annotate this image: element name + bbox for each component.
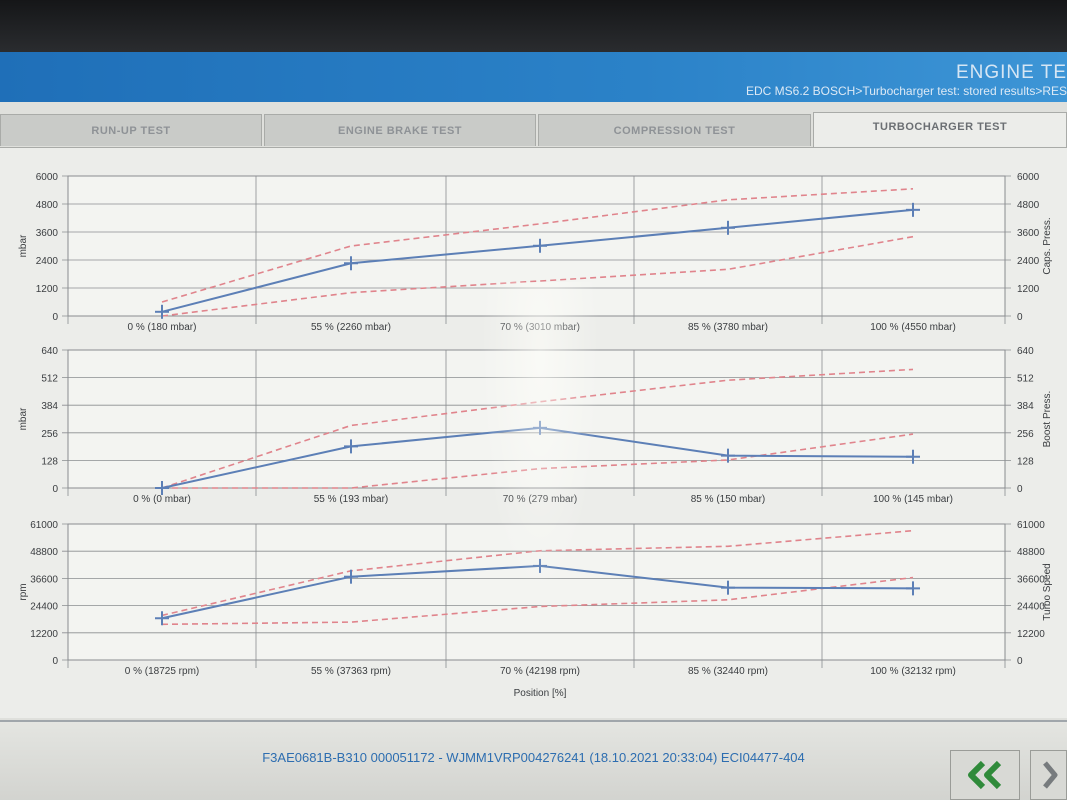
- y-tick-label-right: 6000: [1017, 172, 1040, 183]
- y-tick-label-left: 6000: [36, 172, 59, 183]
- tab-engine-brake-test[interactable]: ENGINE BRAKE TEST: [264, 114, 536, 146]
- x-tick-label: 100 % (4550 mbar): [870, 322, 956, 333]
- y-axis-label-right: Turbo Speed: [1042, 563, 1053, 620]
- y-tick-label-right: 3600: [1017, 228, 1040, 239]
- y-tick-label-left: 61000: [30, 520, 58, 531]
- y-tick-label-right: 61000: [1017, 520, 1045, 531]
- y-tick-label-right: 384: [1017, 401, 1034, 412]
- y-axis-label-right: Caps. Press.: [1042, 217, 1053, 274]
- y-axis-label: mbar: [18, 407, 29, 430]
- x-tick-label: 70 % (42198 rpm): [500, 666, 580, 677]
- y-tick-label-right: 4800: [1017, 200, 1040, 211]
- y-axis-label: mbar: [18, 234, 29, 257]
- tab-compression-test[interactable]: COMPRESSION TEST: [538, 114, 811, 146]
- x-tick-label: 0 % (180 mbar): [128, 322, 197, 333]
- x-tick-label: 85 % (3780 mbar): [688, 322, 768, 333]
- x-tick-label: 70 % (279 mbar): [503, 494, 577, 505]
- y-tick-label-right: 24400: [1017, 602, 1045, 613]
- y-tick-label-left: 1200: [36, 284, 59, 295]
- status-footer: F3AE0681B-B310 000051172 - WJMM1VRP00427…: [0, 720, 1067, 800]
- tab-run-up-test[interactable]: RUN-UP TEST: [0, 114, 262, 146]
- y-tick-label-right: 256: [1017, 429, 1034, 440]
- y-tick-label-left: 256: [41, 429, 58, 440]
- y-tick-label-left: 36600: [30, 574, 58, 585]
- x-tick-label: 55 % (2260 mbar): [311, 322, 391, 333]
- charts-canvas: 0 0 1200 1200 2400 2400 3600 3600 4800 4800 6000 60…: [18, 172, 1053, 699]
- plot-area: [67, 523, 1006, 661]
- y-tick-label-right: 512: [1017, 374, 1034, 385]
- tab-label: COMPRESSION TEST: [613, 124, 736, 137]
- y-tick-label-left: 0: [52, 484, 58, 495]
- upper-limit-line: [161, 188, 914, 303]
- test-tabs: RUN-UP TEST ENGINE BRAKE TEST COMPRESSIO…: [0, 112, 1067, 148]
- x-tick-label: 85 % (150 mbar): [691, 494, 765, 505]
- chevron-right-icon: [1042, 761, 1057, 789]
- tab-label: TURBOCHARGER TEST: [872, 121, 1008, 133]
- y-tick-label-right: 0: [1017, 484, 1023, 495]
- lower-limit-line: [162, 433, 914, 489]
- x-tick-label: 0 % (18725 rpm): [125, 666, 199, 677]
- y-axis-label-right: Boost Press.: [1042, 391, 1053, 448]
- upper-limit-line: [161, 368, 914, 489]
- y-tick-label-right: 48800: [1017, 547, 1045, 558]
- y-tick-label-right: 36600: [1017, 574, 1045, 585]
- breadcrumb: EDC MS6.2 BOSCH>Turbocharger test: store…: [745, 84, 1067, 98]
- y-tick-label-left: 48800: [30, 547, 58, 558]
- tab-turbocharger-test[interactable]: TURBOCHARGER TEST: [813, 112, 1067, 148]
- lower-limit-line: [161, 235, 914, 317]
- x-tick-label: 0 % (0 mbar): [133, 494, 191, 505]
- x-tick-label: 85 % (32440 rpm): [688, 666, 768, 677]
- x-tick-label: 100 % (145 mbar): [873, 494, 953, 505]
- y-tick-label-left: 4800: [36, 200, 59, 211]
- tab-divider: [0, 147, 1067, 148]
- y-tick-label-right: 0: [1017, 312, 1023, 323]
- y-tick-label-left: 0: [52, 312, 58, 323]
- y-tick-label-left: 2400: [36, 256, 59, 267]
- y-tick-label-right: 0: [1017, 656, 1023, 667]
- y-tick-label-right: 1200: [1017, 284, 1040, 295]
- y-tick-label-left: 12200: [30, 629, 58, 640]
- x-tick-label: 55 % (193 mbar): [314, 494, 388, 505]
- double-chevron-left-icon: [968, 760, 1002, 790]
- app-header: ENGINE TE EDC MS6.2 BOSCH>Turbocharger t…: [0, 52, 1067, 102]
- y-tick-label-left: 640: [41, 346, 58, 357]
- page-title: ENGINE TE: [955, 62, 1067, 83]
- y-axis-label: rpm: [18, 583, 29, 600]
- y-tick-label-right: 128: [1017, 456, 1034, 467]
- tab-label: RUN-UP TEST: [91, 124, 171, 137]
- x-tick-label: 100 % (32132 rpm): [870, 666, 956, 677]
- y-tick-label-left: 512: [41, 374, 58, 385]
- x-tick-label: 55 % (37363 rpm): [311, 666, 391, 677]
- next-button[interactable]: [1030, 750, 1067, 800]
- y-tick-label-left: 24400: [30, 602, 58, 613]
- y-tick-label-left: 128: [41, 456, 58, 467]
- y-tick-label-right: 640: [1017, 346, 1034, 357]
- tab-label: ENGINE BRAKE TEST: [337, 124, 462, 137]
- y-tick-label-right: 12200: [1017, 629, 1045, 640]
- app-screen: ENGINE TE EDC MS6.2 BOSCH>Turbocharger t…: [0, 52, 1067, 800]
- x-tick-label: 70 % (3010 mbar): [500, 322, 580, 333]
- y-tick-label-right: 2400: [1017, 256, 1040, 267]
- ecu-info-text: F3AE0681B-B310 000051172 - WJMM1VRP00427…: [262, 750, 805, 765]
- y-tick-label-left: 0: [52, 656, 58, 667]
- y-tick-label-left: 3600: [36, 228, 59, 239]
- chart-panel: 0 0 1200 1200 2400 2400 3600 3600 4800 4800 6000 60…: [0, 148, 1067, 718]
- monitor-bezel: [0, 0, 1067, 52]
- plot-area: [67, 349, 1006, 489]
- x-axis-label: Position [%]: [514, 688, 567, 699]
- y-tick-label-left: 384: [41, 401, 58, 412]
- back-button[interactable]: [950, 750, 1020, 800]
